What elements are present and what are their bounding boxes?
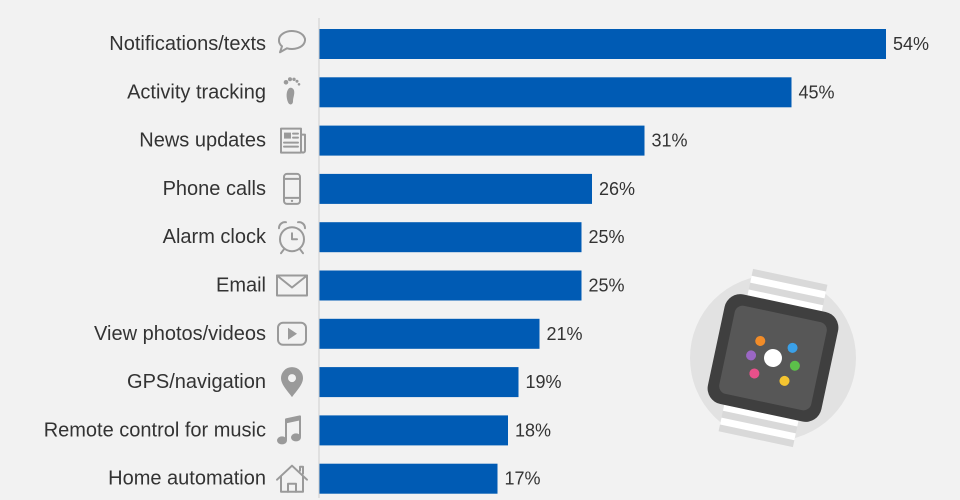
speech-bubble-icon bbox=[278, 29, 306, 54]
category-label: Home automation bbox=[108, 468, 266, 490]
category-label: Email bbox=[216, 275, 266, 297]
category-label: View photos/videos bbox=[94, 323, 266, 345]
smartphone-icon bbox=[283, 172, 301, 205]
value-label: 31% bbox=[652, 131, 688, 151]
footprint-icon bbox=[283, 77, 301, 105]
bar bbox=[319, 367, 519, 398]
category-label: Activity tracking bbox=[127, 81, 266, 103]
category-label: Notifications/texts bbox=[109, 33, 266, 55]
music-note-icon bbox=[277, 415, 301, 445]
category-label: Alarm clock bbox=[163, 226, 267, 248]
map-pin-icon bbox=[281, 367, 303, 398]
bar bbox=[319, 415, 508, 446]
bar bbox=[319, 77, 792, 108]
newspaper-icon bbox=[280, 127, 306, 154]
bar bbox=[319, 125, 645, 156]
bar bbox=[319, 318, 540, 349]
value-label: 54% bbox=[893, 34, 929, 54]
value-label: 19% bbox=[526, 372, 562, 392]
category-label: News updates bbox=[139, 130, 266, 152]
envelope-icon bbox=[276, 274, 308, 297]
bar bbox=[319, 29, 886, 59]
bar bbox=[319, 463, 498, 494]
value-label: 21% bbox=[547, 324, 583, 344]
bar bbox=[319, 270, 582, 301]
category-label: GPS/navigation bbox=[127, 371, 266, 393]
category-label: Phone calls bbox=[163, 178, 266, 200]
bar bbox=[319, 173, 592, 204]
value-label: 25% bbox=[589, 227, 625, 247]
bar bbox=[319, 222, 582, 253]
play-video-icon bbox=[277, 321, 307, 346]
alarm-clock-icon bbox=[277, 221, 307, 255]
smartwatch-illustration bbox=[690, 268, 856, 448]
value-label: 45% bbox=[799, 82, 835, 102]
house-icon bbox=[276, 464, 308, 493]
value-label: 17% bbox=[505, 469, 541, 489]
category-label: Remote control for music bbox=[44, 419, 266, 441]
value-label: 25% bbox=[589, 276, 625, 296]
value-label: 18% bbox=[515, 420, 551, 440]
value-label: 26% bbox=[599, 179, 635, 199]
